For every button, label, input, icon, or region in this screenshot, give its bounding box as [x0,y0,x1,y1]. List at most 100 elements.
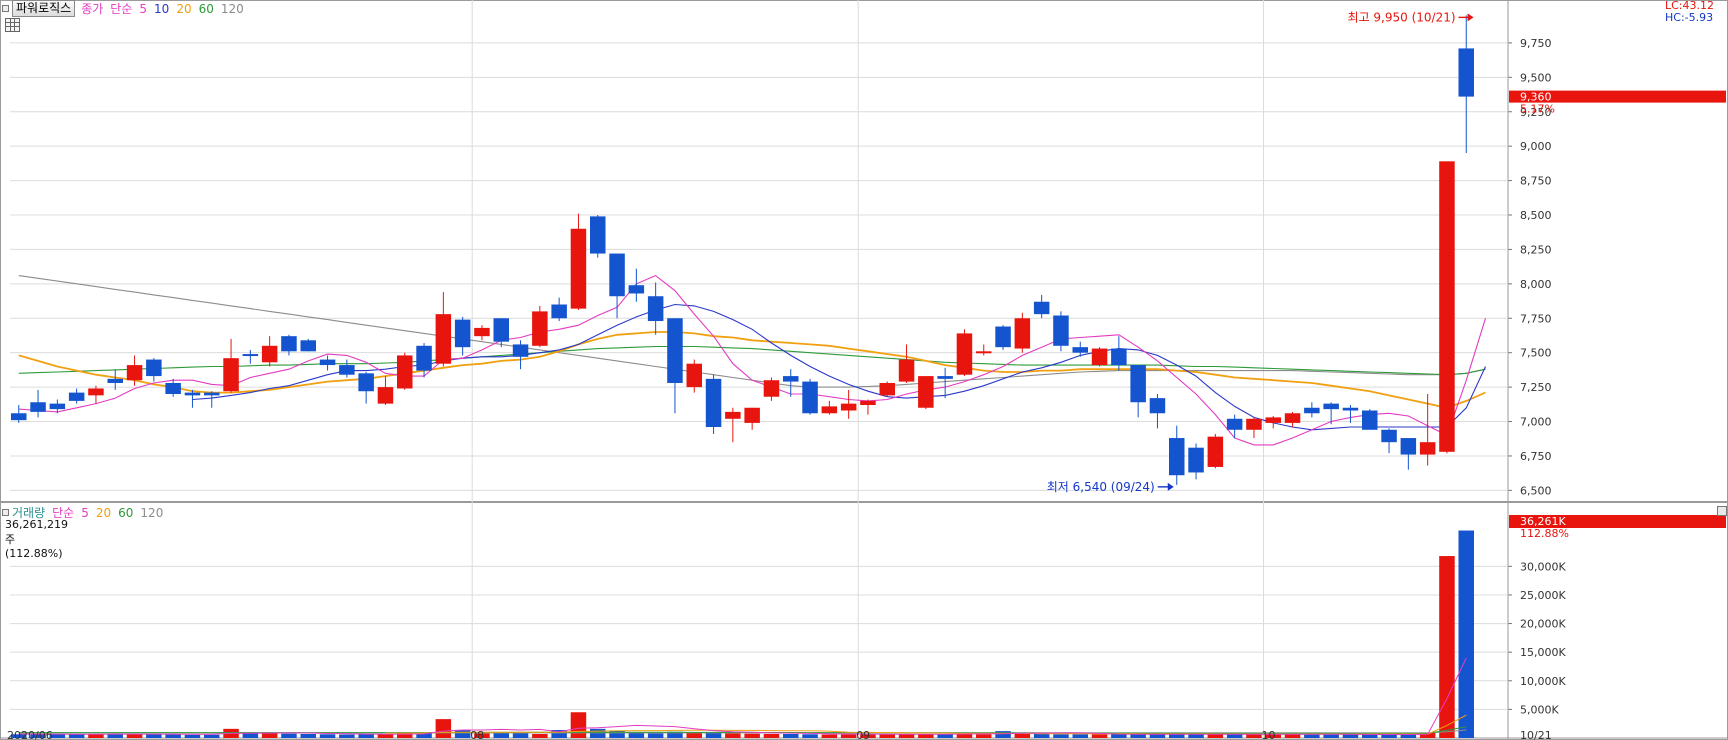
price-y-tick-label: 9,000 [1520,140,1552,153]
price-series-label: 종가 [81,2,104,16]
candle-body [744,407,760,423]
candle-body [319,359,336,366]
x-axis-date-label: 10 [1262,729,1276,740]
volume-bar [1419,732,1436,738]
high-arrow-head [1467,13,1474,22]
volume-panel-toggle[interactable] [2,509,9,516]
x-axis-date-label: 08 [470,729,484,740]
volume-bar [416,732,432,738]
candle-body [551,304,567,319]
candle-body [165,382,181,394]
candle-body [1400,438,1417,455]
volume-bar [493,732,509,738]
volume-ma-line-5 [18,657,1467,735]
volume-bar [609,730,625,738]
candle-body [126,365,143,381]
candle-body [339,365,355,375]
volume-y-tick-label: 5,000K [1520,703,1559,716]
candle-body [1323,403,1339,410]
candle-body [416,345,432,371]
volume-y-tick-label: 25,000K [1520,589,1566,602]
volume-bar [261,733,278,738]
candle-body [30,402,46,412]
volume-bar [1014,733,1031,738]
volume-bar [647,733,664,738]
candle-body [1033,301,1050,315]
candle-body [1362,410,1378,430]
candle-body [68,392,85,401]
volume-bar [281,733,297,738]
volume-bar [165,734,181,738]
volume-bar [1342,734,1359,738]
price-ma-20-label: 20 [176,1,192,16]
candle-body [1111,348,1127,366]
price-panel-toggle[interactable] [2,5,9,12]
volume-ma-20-label: 20 [95,505,112,520]
high-price-annotation: 최고 9,950 (10/21) [1348,10,1456,24]
candle-body [435,314,452,364]
candle-body [184,392,201,396]
volume-bar [1188,733,1204,738]
candle-body [532,311,548,346]
volume-bar [1091,734,1108,738]
candle-body [1265,417,1281,423]
candle-body [1169,438,1185,476]
volume-bar [1362,734,1378,738]
candle-body [918,376,934,408]
price-chart-panel[interactable]: 6,500 6,750 7,000 7,250 7,500 7,750 8,000 8,250… [0,0,1728,502]
price-y-tick-label: 9,500 [1520,71,1552,84]
volume-bar [590,728,606,738]
price-y-tick-label: 9,750 [1520,37,1552,50]
volume-ma-60-label: 60 [118,505,134,520]
candle-body [300,340,316,352]
volume-bar [1130,734,1146,738]
volume-bar [1111,733,1127,738]
volume-bar [49,734,66,738]
volume-bar [300,733,316,738]
candle-body [1439,161,1455,452]
volume-bar [1381,734,1397,738]
volume-bar [339,734,355,738]
current-volume-text: 36,261,219주(112.88%) [5,518,68,560]
volume-bar [397,733,413,738]
volume-bar [512,733,529,738]
candle-body [88,388,104,396]
hc-stat: HC:-5.93 [1665,11,1714,24]
volume-bar [918,733,934,738]
candle-body [512,344,529,357]
x-axis-date-label: 10/21 [1520,729,1552,740]
volume-bar [976,734,992,738]
stock-name-button[interactable]: 파워로직스 [12,0,76,17]
candle-body [725,411,741,419]
volume-bar [126,734,143,738]
candle-body [454,319,471,348]
candle-body [1072,347,1088,353]
candle-body [937,376,953,379]
volume-bar [1169,734,1185,738]
price-panel-header: 파워로직스 종가 단순 5 10 20 60 120 [2,0,251,17]
low-arrow-head [1167,482,1174,491]
candle-body [802,381,818,414]
candle-body [1284,413,1301,423]
grid-icon[interactable] [5,18,20,32]
panel-resize-toggle[interactable] [1717,506,1727,516]
volume-bar [802,734,818,738]
volume-chart-panel[interactable]: 5,000K 10,000K 15,000K 20,000K 25,000K 30,000… [0,502,1728,740]
volume-bar [1033,733,1050,738]
volume-bar [937,734,953,738]
candle-body [11,413,27,421]
candle-body [281,336,297,352]
volume-ma-method-label: 단순 [52,506,75,520]
volume-bar [995,731,1011,738]
price-ma-line-5 [18,274,1487,446]
volume-bar [474,733,490,738]
volume-bar [570,712,587,738]
price-y-tick-label: 8,500 [1520,209,1552,222]
volume-bar [184,734,201,738]
candle-body [976,351,992,354]
candle-body [995,326,1011,348]
low-price-annotation: 최저 6,540 (09/24) [1047,480,1155,494]
price-ma-line-60 [18,345,1486,376]
volume-y-tick-label: 10,000K [1520,675,1566,688]
current-price-change: 5.17% [1520,103,1555,116]
